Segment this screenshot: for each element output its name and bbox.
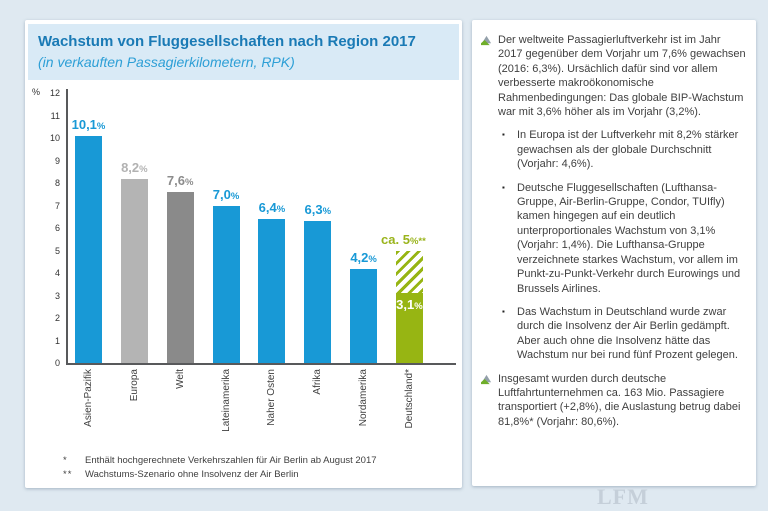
note-text: In Europa ist der Luftverkehr mit 8,2% s… [517,129,739,171]
x-axis [66,363,456,365]
bar-value-label: 8,2% [121,159,148,175]
y-axis-unit-label: % [32,87,41,97]
x-category-label: Afrika [312,369,324,395]
note-text: Das Wachstum in Deutschland wurde zwar d… [517,305,738,362]
note-item: ▪ Deutsche Fluggesellschaften (Lufthansa-… [502,181,746,296]
footnote-2-marker: ** [63,469,73,480]
bar-value-label: 4,2% [350,249,377,265]
bar-nordamerika [350,268,378,363]
bar-deutschland [395,293,423,363]
bar-value-label: 7,6% [166,173,194,188]
y-tick-label: 7 [54,200,60,211]
logo-bullet-icon [481,374,493,430]
y-tick-label: 6 [54,223,60,233]
y-tick-label: 10 [49,133,60,143]
bar-value-label: 6,4% [258,200,286,215]
logo-bullet-icon [481,35,493,119]
x-category-label: Deutschland* [403,369,415,429]
note-text: Deutsche Fluggesellschaften (Lufthansa-G… [517,181,741,295]
chart-panel: Wachstum von Fluggesellschaften nach Reg… [25,20,462,488]
y-tick-label: 8 [54,178,60,188]
x-category-label: Nordamerika [358,369,370,427]
bar-value-label: 6,3% [304,202,332,218]
footnote-2-text: Wachstums-Szenario ohne Insolvenz der Ai… [85,469,299,480]
x-category-label: Welt [174,369,186,389]
note-text: Insgesamt wurden durch deutsche Luftfahr… [498,372,741,428]
square-bullet-icon: ▪ [502,182,505,192]
note-text: Der weltweite Passagierluftverkehr ist i… [498,34,746,119]
y-tick-label: 0 [54,358,60,368]
y-tick-label: 9 [54,155,60,166]
footnote-1-text: Enthält hochgerechnete Verkehrszahlen fü… [85,455,377,466]
bar-scenario-label: ca. 5%** [381,231,426,247]
note-item: Insgesamt wurden durch deutsche Luftfahr… [481,372,746,430]
bar-europa [120,178,148,363]
y-tick-label: 2 [54,313,60,323]
lfm-watermark: LFM [597,484,649,509]
square-bullet-icon: ▪ [502,130,505,140]
y-tick-label: 4 [54,268,60,278]
y-axis [66,89,68,365]
square-bullet-icon: ▪ [502,306,505,316]
bar-afrika [304,221,332,363]
note-item: ▪ In Europa ist der Luftverkehr mit 8,2% … [502,128,746,171]
footnote-1: * Enthält hochgerechnete Verkehrszahlen … [63,454,453,468]
notes-list: Der weltweite Passagierluftverkehr ist i… [472,20,756,448]
x-category-label: Europa [128,369,140,402]
y-tick-label: 5 [54,245,60,256]
footnotes: * Enthält hochgerechnete Verkehrszahlen … [63,454,453,482]
y-tick-label: 12 [49,88,60,98]
x-category-label: Naher Osten [266,369,278,426]
bar-value-label: 7,0% [212,186,240,202]
bar-asienpazifik [75,135,102,363]
notes-panel: Der weltweite Passagierluftverkehr ist i… [472,20,756,486]
x-category-label: Lateinamerika [220,369,232,432]
bar-naherosten [258,219,286,363]
bar-scenario-hatched [395,250,423,294]
bar-value-label: 10,1% [71,116,106,132]
bar-value-label: 3,1% [396,297,423,313]
y-tick-label: 1 [54,335,60,346]
chart-title-band: Wachstum von Fluggesellschaften nach Reg… [28,24,459,80]
y-tick-label: 3 [54,290,60,301]
chart-title: Wachstum von Fluggesellschaften nach Reg… [38,33,416,50]
footnote-1-marker: * [63,455,68,466]
x-category-label: Asien-Pazifik [83,369,94,427]
chart-subtitle: (in verkauften Passagierkilometern, RPK) [38,54,295,70]
note-item: ▪ Das Wachstum in Deutschland wurde zwar … [502,305,746,363]
bar-chart: % 0 1 2 3 4 5 6 7 8 9 10 11 12 10,1% Asien-Pazifik 8,2% E… [25,20,462,488]
footnote-2: ** Wachstums-Szenario ohne Insolvenz der… [63,468,453,482]
bar-lateinamerika [212,205,240,363]
y-tick-label: 11 [50,110,60,121]
bar-welt [166,192,194,363]
note-item: Der weltweite Passagierluftverkehr ist i… [481,33,746,119]
